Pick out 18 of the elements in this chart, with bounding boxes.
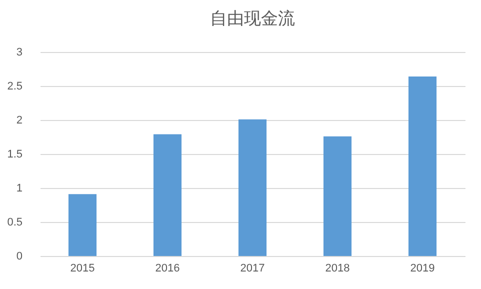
x-tick-label: 2019 <box>410 262 435 274</box>
bar <box>238 119 267 256</box>
y-tick-label: 0.5 <box>7 216 22 228</box>
y-tick-label: 1 <box>16 182 22 194</box>
bar <box>408 76 437 256</box>
y-tick-label: 1.5 <box>7 148 22 160</box>
x-tick-label: 2017 <box>240 262 265 274</box>
chart-title: 自由现金流 <box>210 9 295 29</box>
bar <box>153 134 182 256</box>
x-tick-label: 2015 <box>70 262 95 274</box>
bar <box>323 136 352 256</box>
x-tick-label: 2018 <box>325 262 350 274</box>
y-tick-label: 0 <box>16 250 22 262</box>
y-tick-label: 3 <box>16 46 22 58</box>
bar <box>68 194 97 256</box>
y-tick-label: 2.5 <box>7 80 22 92</box>
x-tick-label: 2016 <box>155 262 180 274</box>
y-tick-label: 2 <box>16 114 22 126</box>
